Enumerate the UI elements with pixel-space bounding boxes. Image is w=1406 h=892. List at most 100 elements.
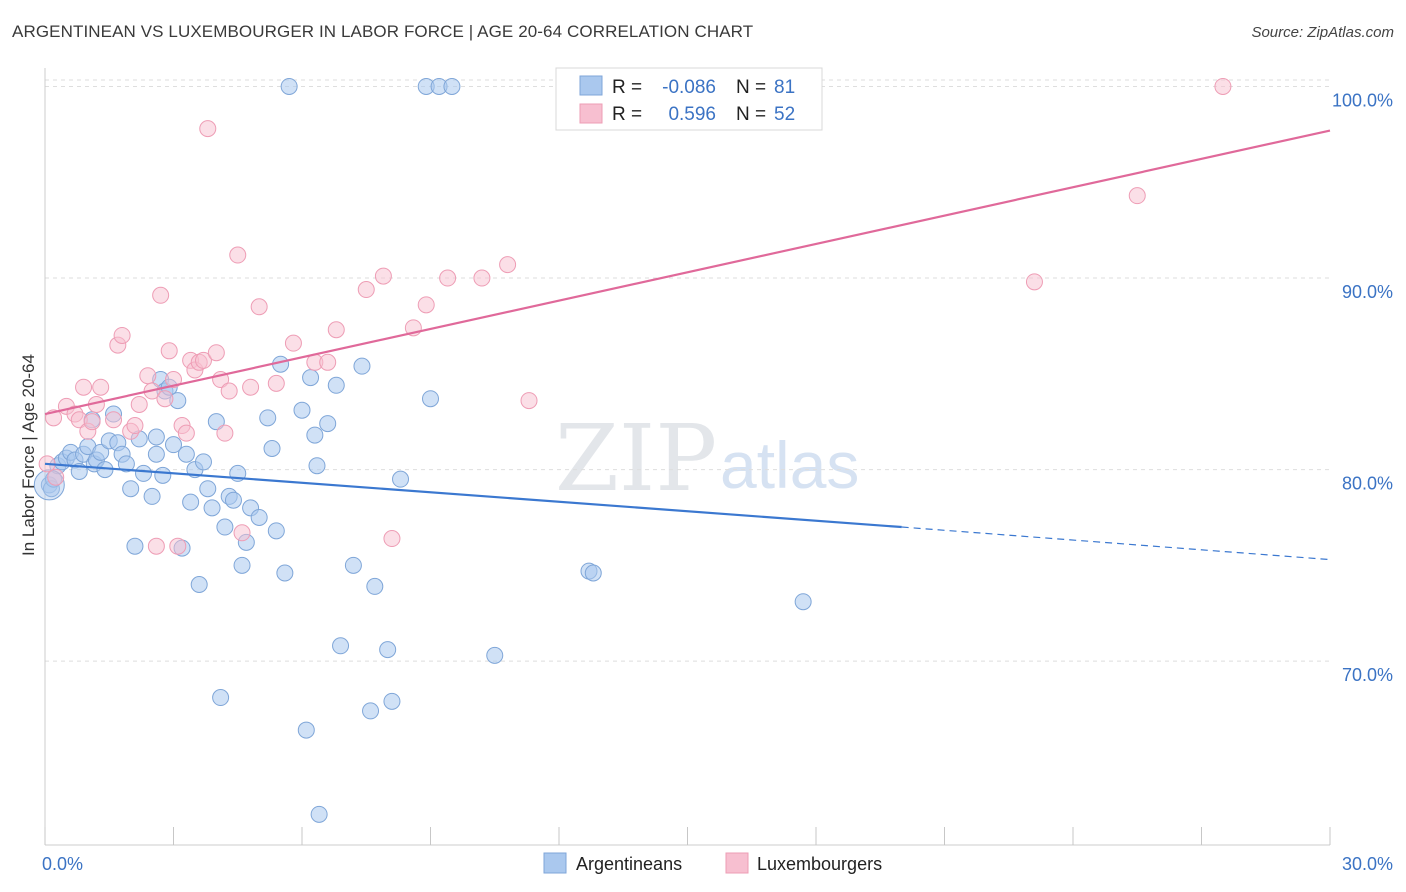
- argentineans-point-43: [212, 689, 230, 707]
- x-tick-label-start: 0.0%: [42, 854, 83, 874]
- argentineans-point-76: [422, 390, 439, 408]
- luxembourgers-point-15: [126, 417, 144, 435]
- luxembourgers-point-51: [473, 269, 491, 287]
- bottom-legend-swatch-luxembourgers: [725, 852, 749, 874]
- y-axis-label: In Labor Force | Age 20-64: [19, 354, 38, 556]
- argentineans-point-21: [122, 480, 140, 498]
- legend: R = -0.086 N = 81 R = 0.596 N = 52: [555, 67, 823, 131]
- luxembourgers-point-46: [374, 267, 392, 285]
- luxembourgers-point-38: [242, 378, 260, 396]
- argentineans-point-65: [327, 376, 345, 394]
- watermark: ZIP atlas: [555, 405, 859, 512]
- argentineans-point-36: [182, 493, 200, 511]
- luxembourgers-point-24: [169, 537, 187, 555]
- legend-r-label-1: R =: [612, 77, 642, 98]
- argentineans-point-57: [280, 77, 298, 95]
- luxembourgers-point-56: [1214, 77, 1232, 95]
- argentineans-point-64: [319, 415, 337, 433]
- argentineans-point-72: [383, 692, 401, 710]
- argentineans-point-61: [306, 426, 324, 444]
- luxembourgers-point-36: [229, 246, 247, 264]
- luxembourgers-point-19: [147, 537, 165, 555]
- luxembourgers-point-49: [417, 296, 435, 314]
- argentineans-point-41: [203, 499, 221, 517]
- argentineans-point-68: [353, 357, 371, 375]
- watermark-atlas: atlas: [720, 428, 859, 502]
- argentineans-point-22: [126, 537, 144, 555]
- argentineans-point-81: [794, 593, 812, 611]
- luxembourgers-point-53: [520, 392, 538, 410]
- argentineans-point-48: [233, 556, 251, 574]
- luxembourgers-point-2: [47, 468, 65, 486]
- y-tick-label-70: 70.0%: [1342, 665, 1393, 685]
- argentineans-point-38: [190, 575, 208, 593]
- luxembourgers-point-37: [233, 524, 251, 542]
- luxembourgers-point-30: [194, 351, 212, 369]
- argentineans-point-63: [310, 805, 328, 823]
- argentineans-point-32: [165, 436, 182, 454]
- luxembourgers-point-47: [383, 530, 401, 548]
- bottom-legend: Argentineans Luxembourgers: [543, 852, 882, 874]
- argentineans-point-67: [344, 556, 362, 574]
- argentineans-point-58: [293, 401, 311, 419]
- series-argentineans: [33, 77, 812, 823]
- luxembourgers-point-32: [207, 344, 225, 362]
- luxembourgers-point-43: [319, 353, 337, 371]
- bottom-legend-luxembourgers: Luxembourgers: [757, 854, 882, 874]
- luxembourgers-trend-line: [44, 129, 1331, 416]
- argentineans-point-62: [308, 457, 326, 475]
- luxembourgers-point-16: [130, 395, 148, 413]
- bottom-legend-swatch-argentineans: [543, 852, 567, 874]
- legend-n-label-1: N =: [736, 77, 766, 98]
- argentineans-point-69: [362, 702, 380, 720]
- luxembourgers-point-55: [1128, 187, 1146, 205]
- luxembourgers-point-17: [139, 367, 157, 385]
- argentineans-point-29: [154, 466, 172, 484]
- luxembourgers-point-26: [177, 424, 195, 442]
- luxembourgers-point-11: [105, 411, 123, 429]
- legend-r-value-2: 0.596: [668, 104, 716, 125]
- argentineans-point-80: [584, 564, 602, 582]
- argentineans-point-24: [135, 464, 153, 482]
- legend-r-label-2: R =: [612, 104, 642, 125]
- argentineans-trend-line: [44, 462, 902, 529]
- luxembourgers-point-21: [156, 390, 174, 408]
- argentineans-point-56: [276, 564, 294, 582]
- series-luxembourgers: [38, 77, 1232, 555]
- source-label: Source: ZipAtlas.com: [1251, 24, 1394, 41]
- trend-lines: [44, 129, 1331, 561]
- argentineans-point-51: [250, 508, 268, 526]
- argentineans-point-39: [194, 453, 212, 471]
- legend-swatch-luxembourgers: [579, 103, 603, 124]
- legend-r-value-1: -0.086: [662, 77, 716, 98]
- tick-labels: 70.0% 80.0% 90.0% 100.0% 0.0% 30.0%: [42, 90, 1393, 874]
- argentineans-point-77: [443, 77, 461, 95]
- argentineans-point-40: [199, 480, 217, 498]
- argentineans-point-73: [392, 470, 410, 488]
- luxembourgers-point-31: [199, 120, 217, 138]
- y-tick-label-80: 80.0%: [1342, 474, 1393, 494]
- luxembourgers-point-35: [220, 382, 238, 400]
- luxembourgers-point-6: [75, 378, 93, 396]
- argentineans-point-46: [224, 491, 242, 509]
- argentineans-point-70: [366, 577, 384, 595]
- luxembourgers-point-52: [499, 256, 517, 274]
- luxembourgers-point-13: [113, 326, 131, 344]
- chart-title: ARGENTINEAN VS LUXEMBOURGER IN LABOR FOR…: [12, 22, 754, 41]
- argentineans-point-26: [147, 445, 165, 463]
- y-tick-label-90: 90.0%: [1342, 282, 1393, 302]
- y-tick-label-100: 100.0%: [1332, 90, 1393, 110]
- argentineans-point-35: [177, 445, 195, 463]
- argentineans-point-54: [267, 522, 285, 540]
- argentineans-point-27: [147, 428, 165, 446]
- argentineans-point-20: [117, 455, 135, 473]
- argentineans-point-59: [297, 721, 315, 739]
- argentineans-point-52: [259, 409, 277, 427]
- luxembourgers-point-20: [152, 286, 170, 304]
- argentineans-point-66: [332, 637, 350, 655]
- luxembourgers-point-44: [327, 321, 345, 339]
- luxembourgers-point-54: [1025, 273, 1043, 291]
- luxembourgers-point-8: [83, 413, 101, 431]
- x-tick-label-end: 30.0%: [1342, 854, 1393, 874]
